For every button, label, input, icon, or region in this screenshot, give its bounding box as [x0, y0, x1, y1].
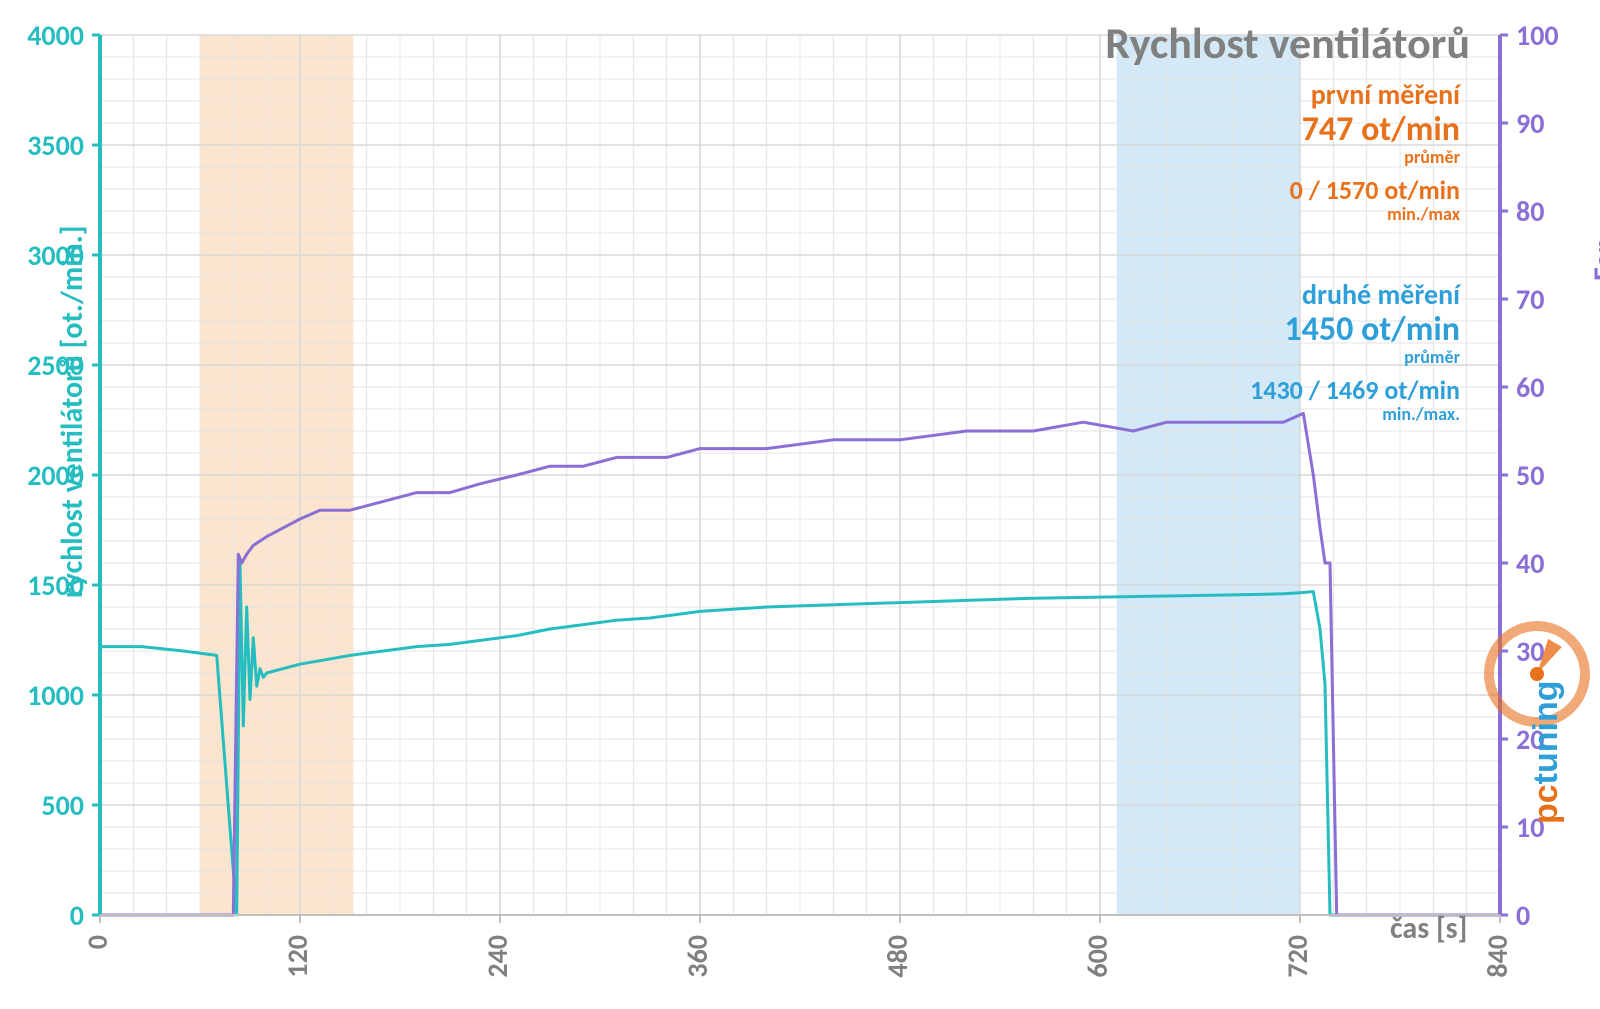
y-left-label: rychlost ventilátorů [ot./min.] [54, 226, 91, 598]
run1-avg: 747 ot/min [1290, 111, 1460, 148]
svg-text:70: 70 [1516, 282, 1544, 317]
svg-text:240: 240 [480, 935, 515, 978]
run2-avg: 1450 ot/min [1250, 311, 1460, 348]
svg-text:500: 500 [41, 788, 84, 823]
svg-text:480: 480 [880, 935, 915, 978]
svg-text:1000: 1000 [27, 678, 84, 713]
svg-text:60: 60 [1516, 370, 1544, 405]
x-axis-label: čas [s] [1390, 910, 1467, 947]
svg-text:840: 840 [1480, 935, 1515, 978]
svg-text:360: 360 [680, 935, 715, 978]
run2-minmax: 1430 / 1469 ot/min [1250, 376, 1460, 405]
run1-mm-lbl: min./max [1290, 205, 1460, 225]
run2-mm-lbl: min./max. [1250, 405, 1460, 425]
run1-minmax: 0 / 1570 ot/min [1290, 176, 1460, 205]
run1-avg-lbl: průměr [1290, 148, 1460, 168]
svg-text:120: 120 [280, 935, 315, 978]
svg-text:4000: 4000 [27, 18, 84, 53]
svg-text:80: 80 [1516, 194, 1544, 229]
svg-text:0: 0 [70, 898, 84, 933]
svg-text:0: 0 [1516, 898, 1530, 933]
stats-run2: druhé měření 1450 ot/min průměr 1430 / 1… [1250, 280, 1460, 424]
y-right-label: Fan speed [%] [1586, 207, 1600, 281]
svg-text:0: 0 [80, 935, 115, 949]
svg-text:90: 90 [1516, 106, 1544, 141]
svg-text:600: 600 [1080, 935, 1115, 978]
logo: pctuning [1482, 514, 1592, 839]
svg-text:pctuning: pctuning [1527, 680, 1565, 824]
run1-heading: první měření [1290, 80, 1460, 111]
chart-container: 0500100015002000250030003500400001020304… [0, 0, 1600, 1009]
run2-avg-lbl: průměr [1250, 348, 1460, 368]
svg-text:50: 50 [1516, 458, 1544, 493]
svg-text:100: 100 [1516, 18, 1559, 53]
chart-title: Rychlost ventilátorů [1105, 16, 1470, 70]
run2-heading: druhé měření [1250, 280, 1460, 311]
svg-text:3500: 3500 [27, 128, 84, 163]
svg-text:720: 720 [1280, 935, 1315, 978]
stats-run1: první měření 747 ot/min průměr 0 / 1570 … [1290, 80, 1460, 224]
